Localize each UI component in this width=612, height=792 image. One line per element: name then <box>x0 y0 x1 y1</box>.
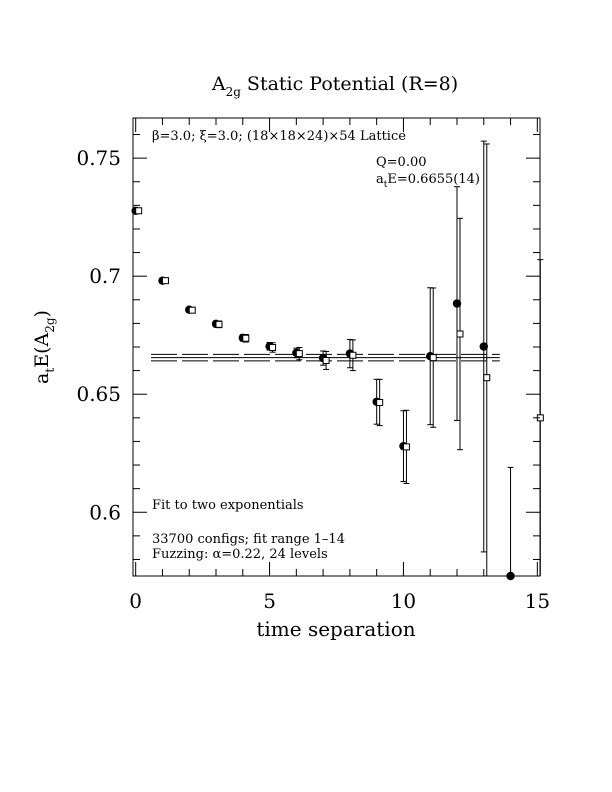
x-tick-label: 5 <box>263 589 276 613</box>
data-point-square <box>161 277 169 285</box>
data-point-square <box>483 374 491 382</box>
data-point-square <box>429 354 437 362</box>
fuzzing-annotation: Fuzzing: α=0.22, 24 levels <box>152 547 328 562</box>
data-point-square <box>402 443 410 451</box>
data-point-square <box>188 306 196 314</box>
y-tick-label: 0.65 <box>76 382 121 406</box>
data-point-square <box>376 398 384 406</box>
data-point-square <box>242 334 250 342</box>
x-axis-label: time separation <box>256 617 415 641</box>
chart-title: A2g Static Potential (R=8) <box>211 73 458 99</box>
chart-title-subscript: 2g <box>226 85 242 99</box>
x-tick-label: 10 <box>391 589 416 613</box>
x-tick-label: 0 <box>129 589 142 613</box>
energy-subscript: t <box>384 180 388 190</box>
axis-ticks: 0 5 10 15 0.6 0.65 0.7 0.75 <box>76 118 550 613</box>
data-point-square <box>215 320 223 328</box>
fit-label: Fit to two exponentials <box>152 498 304 513</box>
y-tick-label: 0.6 <box>89 500 121 524</box>
data-point-circle <box>479 342 488 351</box>
plot-area <box>131 140 544 581</box>
data-point-square <box>269 343 277 351</box>
data-point-circle <box>452 299 462 308</box>
data-point-square <box>135 207 143 215</box>
lattice-annotation: β=3.0; ξ=3.0; (18×18×24)×54 Lattice <box>152 129 406 144</box>
y-tick-label: 0.75 <box>76 146 121 170</box>
x-tick-label: 15 <box>525 589 550 613</box>
data-point-square <box>349 351 357 359</box>
data-point-square <box>322 356 330 364</box>
y-axis-label: atE(A2g) <box>31 310 57 384</box>
energy-annotation: atE=0.6655(14) <box>376 172 480 190</box>
data-point-square <box>456 330 464 338</box>
y-tick-label: 0.7 <box>89 264 121 288</box>
q-annotation: Q=0.00 <box>376 155 427 170</box>
configs-annotation: 33700 configs; fit range 1–14 <box>152 532 345 547</box>
data-point-square <box>295 350 303 358</box>
